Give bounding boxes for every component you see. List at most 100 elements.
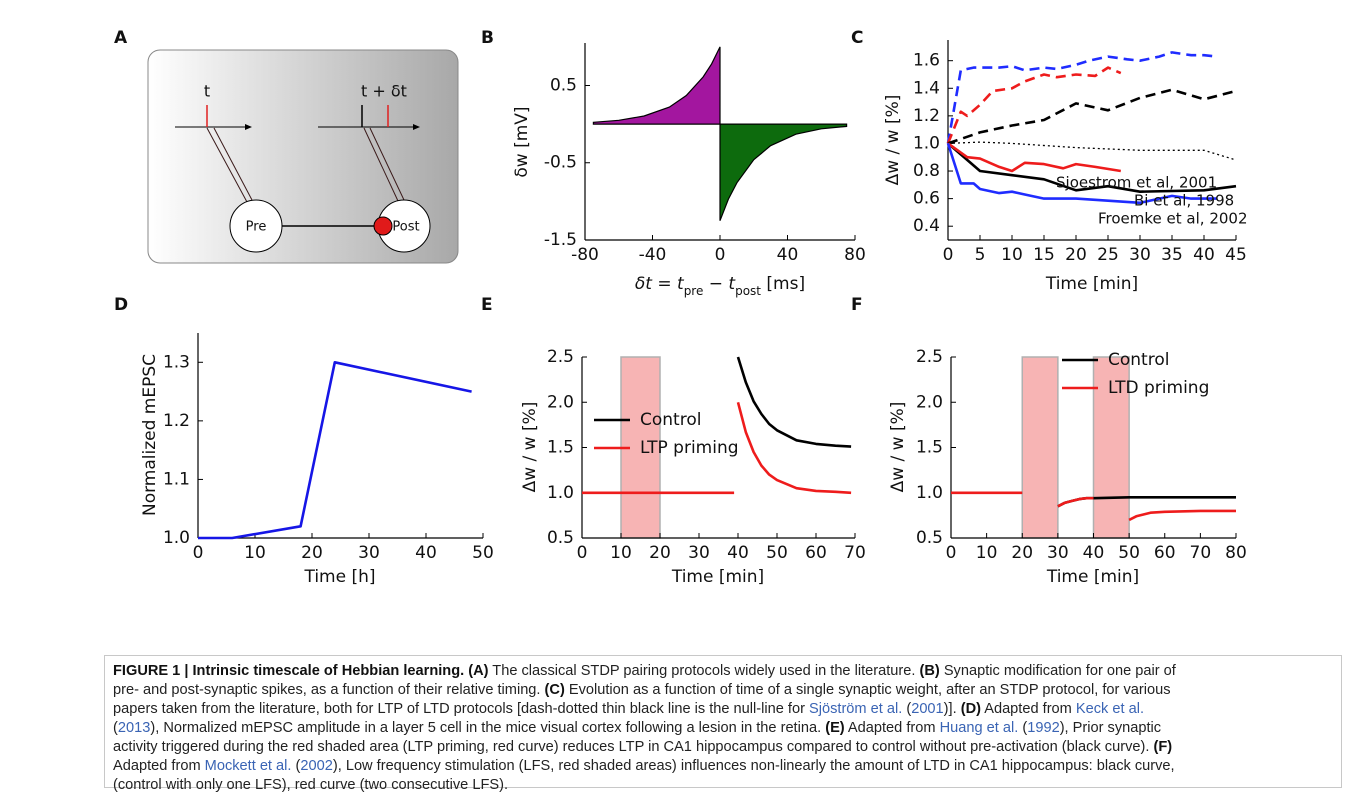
y-tick-label: 0.6 [913, 189, 940, 209]
caption-text: The classical STDP pairing protocols wid… [488, 663, 920, 679]
x-tick-label: 20 [301, 543, 323, 563]
x-tick-label: 50 [766, 543, 788, 563]
line [198, 361, 472, 540]
y-axis-label: Δw / w [%] [888, 402, 908, 493]
x-tick-label: 10 [1001, 245, 1023, 265]
x-tick-label: 20 [1011, 543, 1033, 563]
x-tick-label: 0 [943, 245, 954, 265]
x-axis-label: Time [min] [1046, 567, 1139, 587]
connector [369, 127, 405, 201]
panel-label: B [481, 28, 494, 48]
post-label: Post [392, 220, 419, 235]
caption-line: (2013), Normalized mEPSC amplitude in a … [113, 719, 1341, 738]
y-tick-label: 1.6 [913, 51, 940, 71]
caption-text: ( [902, 701, 912, 717]
line [947, 142, 1237, 193]
caption-text: FIGURE 1 | Intrinsic timescale of Hebbia… [113, 663, 465, 679]
legend-label: LTD priming [1108, 378, 1209, 398]
y-tick-label: 1.0 [913, 133, 940, 153]
shaded-region [1092, 356, 1130, 539]
line [946, 66, 1122, 144]
x-axis-label: Time [min] [1045, 274, 1138, 294]
legend-label: LTP priming [640, 438, 739, 458]
x-tick-label: 50 [472, 543, 494, 563]
annotation: Bi et al, 1998 [1134, 192, 1234, 210]
x-axis-label: Time [h] [303, 567, 375, 587]
y-tick-label: 2.5 [547, 347, 574, 367]
x-tick-label: 0 [577, 543, 588, 563]
y-tick-label: 1.4 [913, 78, 940, 98]
x-tick-label: 20 [1065, 245, 1087, 265]
y-axis-label: Normalized mEPSC [140, 354, 160, 516]
y-tick-label: -1.5 [544, 230, 577, 250]
caption-text: papers taken from the literature, both f… [113, 701, 809, 717]
x-tick-label: 15 [1033, 245, 1055, 265]
caption: FIGURE 1 | Intrinsic timescale of Hebbia… [104, 655, 1342, 793]
x-tick-label: 10 [976, 543, 998, 563]
x-axis-label: Time [min] [671, 567, 764, 587]
caption-text: (control with only one LFS), red curve (… [113, 777, 509, 793]
y-tick-label: 1.0 [547, 483, 574, 503]
x-tick-label: 20 [649, 543, 671, 563]
y-tick-label: 1.5 [916, 438, 943, 458]
panel-label: D [114, 295, 128, 315]
caption-line: Adapted from Mockett et al. (2002), Low … [113, 757, 1341, 776]
x-tick-label: 40 [415, 543, 437, 563]
line [946, 51, 1217, 144]
caption-link[interactable]: Sjöström et al. [809, 701, 903, 717]
line [736, 401, 852, 495]
caption-text: Synaptic modification for one pair of [939, 663, 1176, 679]
caption-text: (C) [544, 682, 565, 698]
line [946, 143, 1217, 205]
caption-text: ), Prior synaptic [1059, 720, 1162, 736]
pre-neuron [229, 199, 283, 253]
x-tick-label: 60 [1154, 543, 1176, 563]
y-tick-label: 2.5 [916, 347, 943, 367]
annotation: Froemke et al, 2002 [1098, 210, 1248, 228]
caption-link[interactable]: Keck et al. [1075, 701, 1145, 717]
y-tick-label: 1.0 [163, 528, 190, 548]
caption-text: (B) [919, 663, 940, 679]
line [947, 88, 1237, 145]
x-tick-label: 40 [777, 245, 799, 265]
x-tick-label: 25 [1097, 245, 1119, 265]
caption-text: ( [291, 758, 301, 774]
caption-text: ), Low frequency stimulation (LFS, red s… [332, 758, 1175, 774]
x-tick-label: 30 [1047, 543, 1069, 563]
caption-text: (A) [468, 663, 489, 679]
x-tick-label: 0 [715, 245, 726, 265]
caption-link[interactable]: 2002 [300, 758, 333, 774]
x-tick-label: 70 [844, 543, 866, 563]
caption-text: ( [1018, 720, 1028, 736]
x-tick-label: 5 [975, 245, 986, 265]
x-tick-label: 30 [688, 543, 710, 563]
panel-label: C [851, 28, 863, 48]
line [1057, 496, 1094, 508]
y-axis-label: Δw / w [%] [883, 95, 903, 186]
y-tick-label: 1.1 [163, 469, 190, 489]
x-tick-label: 40 [1083, 543, 1105, 563]
x-axis-label-part: [ms] [761, 274, 805, 294]
caption-line: activity triggered during the red shaded… [113, 738, 1341, 757]
caption-text: Adapted from [980, 701, 1076, 717]
caption-link[interactable]: Mockett et al. [204, 758, 292, 774]
caption-link[interactable]: Huang et al. [939, 720, 1019, 736]
x-tick-label: 35 [1161, 245, 1183, 265]
x-tick-label: 10 [244, 543, 266, 563]
y-tick-label: 1.5 [547, 438, 574, 458]
x-tick-label: 40 [1193, 245, 1215, 265]
caption-link[interactable]: 2013 [117, 720, 151, 736]
caption-text: ), Normalized mEPSC amplitude in a layer… [150, 720, 826, 736]
caption-text: Adapted from [113, 758, 205, 774]
y-tick-label: 1.3 [163, 352, 190, 372]
pre-time-label: t [204, 82, 210, 101]
x-axis-label: δt = tpre − tpost [ms] [635, 274, 805, 298]
x-axis-label-part: pre [684, 284, 704, 298]
y-axis-label: δw [mV] [512, 106, 532, 177]
caption-text: activity triggered during the red shaded… [113, 739, 1154, 755]
caption-line: pre- and post-synaptic spikes, as a func… [113, 681, 1341, 700]
annotation: Sjoestrom et al, 2001 [1056, 174, 1217, 192]
caption-link[interactable]: 2001 [911, 701, 944, 717]
caption-link[interactable]: 1992 [1027, 720, 1060, 736]
